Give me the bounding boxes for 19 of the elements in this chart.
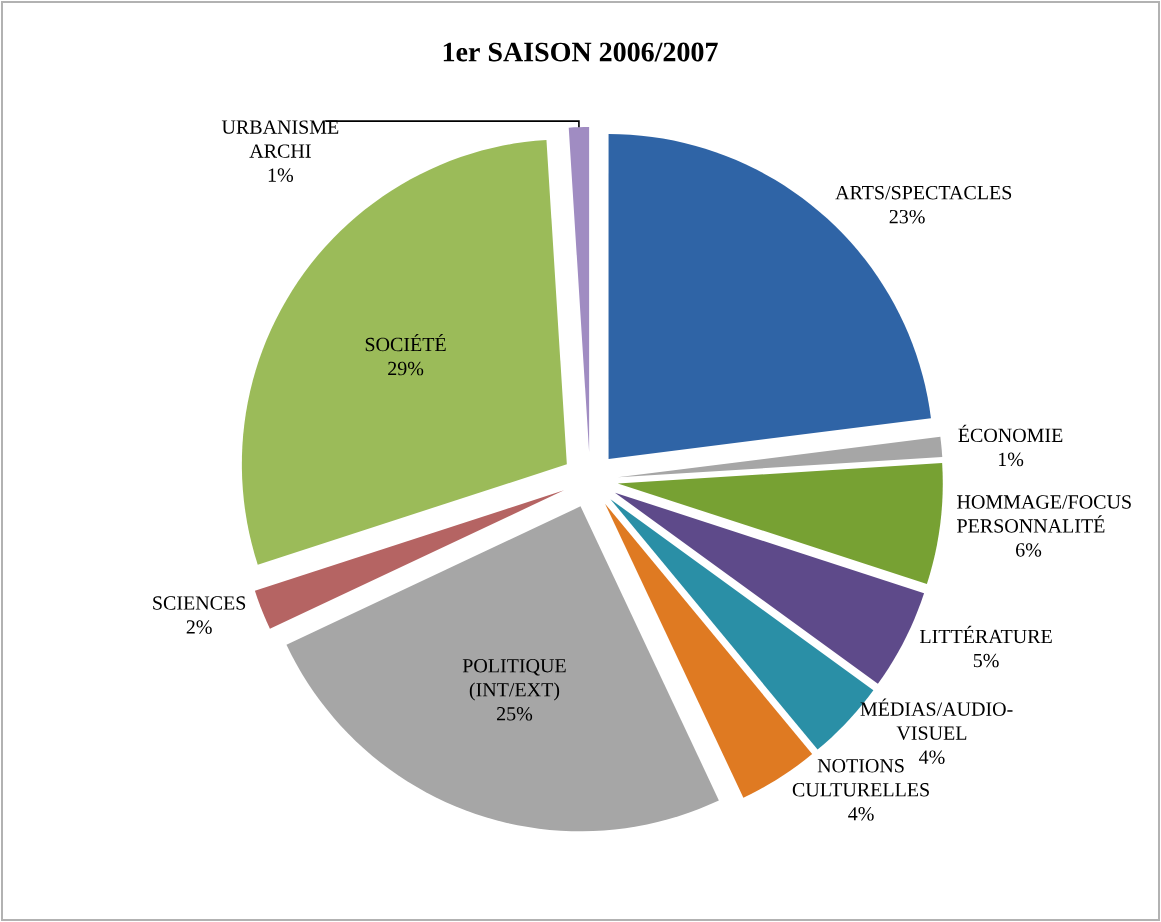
data-label: 4% <box>848 807 874 821</box>
data-label: 29% <box>388 361 424 376</box>
data-label: 1% <box>998 452 1024 467</box>
data-label: 1% <box>268 168 294 182</box>
slice-label: ÉCONOMIE <box>958 424 1063 443</box>
slice-label: SOCIÉTÉ <box>365 333 446 352</box>
data-label: 6% <box>1016 543 1042 557</box>
data-label: 23% <box>889 209 925 224</box>
slice-label: HOMMAGE/FOCUS PERSONNALITÉ <box>957 495 1131 533</box>
slice-label: POLITIQUE (INT/EXT) <box>462 659 566 701</box>
slice-label: MÉDIAS/AUDIO-VISUEL <box>860 698 1013 740</box>
data-label: 25% <box>497 707 533 721</box>
slice-label: LITTÉRATURE <box>919 625 1052 644</box>
chart-title: 1er SAISON 2006/2007 <box>443 42 718 62</box>
slice-label: URBANISME ARCHI <box>221 120 339 158</box>
data-label: 2% <box>186 620 212 634</box>
slice-label: SCIENCES <box>153 596 246 610</box>
slice-label: ARTS/SPECTACLES <box>835 185 1012 200</box>
data-label: 5% <box>973 653 999 668</box>
